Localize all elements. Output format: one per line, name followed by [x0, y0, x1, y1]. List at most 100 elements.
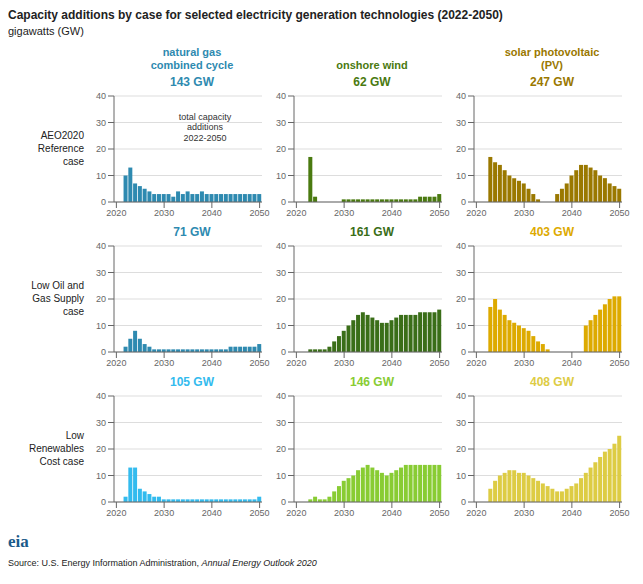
svg-text:2020: 2020 — [106, 508, 126, 518]
svg-text:10: 10 — [96, 321, 106, 331]
svg-text:2020: 2020 — [106, 208, 126, 218]
svg-text:2050: 2050 — [250, 508, 270, 518]
html-text:gigawatts (GW): gigawatts (GW) — [8, 25, 84, 37]
html-text:62 GW: 62 GW — [353, 75, 391, 89]
svg-text:2050: 2050 — [430, 508, 450, 518]
svg-text:20: 20 — [96, 144, 106, 154]
svg-text:40: 40 — [276, 241, 286, 251]
svg-text:2040: 2040 — [562, 508, 582, 518]
html-text:403 GW: 403 GW — [530, 225, 574, 239]
svg-text:2030: 2030 — [514, 358, 534, 368]
svg-text:2050: 2050 — [610, 358, 630, 368]
svg-text:2040: 2040 — [562, 208, 582, 218]
svg-text:10: 10 — [276, 321, 286, 331]
svg-text:2030: 2030 — [334, 358, 354, 368]
html-text:146 GW: 146 GW — [350, 375, 394, 389]
svg-text:2020: 2020 — [286, 508, 306, 518]
svg-text:40: 40 — [456, 91, 466, 101]
svg-text:10: 10 — [276, 471, 286, 481]
svg-text:2040: 2040 — [202, 208, 222, 218]
svg-text:10: 10 — [456, 471, 466, 481]
svg-text:40: 40 — [96, 91, 106, 101]
svg-text:30: 30 — [96, 268, 106, 278]
svg-text:30: 30 — [456, 418, 466, 428]
svg-text:2030: 2030 — [334, 508, 354, 518]
svg-text:2040: 2040 — [202, 358, 222, 368]
svg-text:10: 10 — [456, 321, 466, 331]
svg-text:20: 20 — [276, 294, 286, 304]
svg-text:30: 30 — [276, 268, 286, 278]
svg-text:20: 20 — [456, 144, 466, 154]
html-text:natural gas combined cycle: natural gas combined cycle — [150, 46, 234, 71]
svg-text:2050: 2050 — [610, 508, 630, 518]
html-text:solar photovoltaic (PV): solar photovoltaic (PV) — [504, 46, 600, 71]
svg-text:10: 10 — [276, 171, 286, 181]
svg-text:2020: 2020 — [466, 508, 486, 518]
html-text:Capacity additions by case for: Capacity additions by case for selected … — [8, 8, 503, 22]
svg-text:0: 0 — [281, 197, 286, 207]
svg-text:40: 40 — [456, 241, 466, 251]
svg-text:2030: 2030 — [514, 208, 534, 218]
svg-text:2040: 2040 — [382, 358, 402, 368]
svg-text:20: 20 — [456, 444, 466, 454]
svg-text:2040: 2040 — [382, 508, 402, 518]
svg-text:30: 30 — [96, 418, 106, 428]
svg-text:40: 40 — [276, 391, 286, 401]
html-text:total capacity additions 2022-: total capacity additions 2022-2050 — [178, 112, 232, 143]
html-text:Low Oil and Gas Supply case: Low Oil and Gas Supply case — [31, 279, 84, 317]
svg-text:2040: 2040 — [562, 358, 582, 368]
svg-text:2050: 2050 — [430, 208, 450, 218]
html-text:247 GW: 247 GW — [530, 75, 574, 89]
html-text:143 GW: 143 GW — [170, 75, 214, 89]
svg-text:0: 0 — [461, 197, 466, 207]
svg-text:2030: 2030 — [514, 508, 534, 518]
html-text:408 GW: 408 GW — [530, 375, 574, 389]
svg-text:2030: 2030 — [154, 358, 174, 368]
svg-text:0: 0 — [461, 347, 466, 357]
svg-text:2050: 2050 — [250, 358, 270, 368]
html-text:AEO2020 Reference case: AEO2020 Reference case — [37, 129, 84, 167]
svg-text:20: 20 — [276, 444, 286, 454]
svg-text:2040: 2040 — [382, 208, 402, 218]
svg-text:40: 40 — [276, 91, 286, 101]
svg-text:2040: 2040 — [202, 508, 222, 518]
svg-text:2020: 2020 — [286, 208, 306, 218]
svg-text:0: 0 — [281, 497, 286, 507]
svg-text:20: 20 — [276, 144, 286, 154]
svg-text:20: 20 — [456, 294, 466, 304]
svg-text:0: 0 — [101, 347, 106, 357]
svg-text:40: 40 — [456, 391, 466, 401]
html-text:105 GW: 105 GW — [170, 375, 214, 389]
svg-text:2020: 2020 — [286, 358, 306, 368]
svg-text:30: 30 — [276, 118, 286, 128]
svg-text:10: 10 — [456, 171, 466, 181]
svg-text:30: 30 — [456, 118, 466, 128]
svg-text:2030: 2030 — [334, 208, 354, 218]
svg-text:0: 0 — [281, 347, 286, 357]
html-text:onshore wind: onshore wind — [336, 59, 408, 71]
svg-text:0: 0 — [101, 497, 106, 507]
svg-text:20: 20 — [96, 294, 106, 304]
svg-text:2020: 2020 — [466, 208, 486, 218]
svg-text:30: 30 — [96, 118, 106, 128]
svg-text:2050: 2050 — [430, 358, 450, 368]
svg-text:10: 10 — [96, 171, 106, 181]
svg-text:40: 40 — [96, 241, 106, 251]
html-text:161 GW: 161 GW — [350, 225, 394, 239]
html-text:71 GW: 71 GW — [173, 225, 211, 239]
svg-text:2020: 2020 — [466, 358, 486, 368]
svg-text:0: 0 — [101, 197, 106, 207]
svg-text:30: 30 — [456, 268, 466, 278]
svg-text:2030: 2030 — [154, 208, 174, 218]
svg-text:0: 0 — [461, 497, 466, 507]
svg-text:20: 20 — [96, 444, 106, 454]
html-text:eia: eia — [8, 532, 29, 551]
svg-text:2050: 2050 — [610, 208, 630, 218]
svg-text:10: 10 — [96, 471, 106, 481]
html-text:Low Renewables Cost case: Low Renewables Cost case — [29, 429, 84, 467]
svg-text:30: 30 — [276, 418, 286, 428]
svg-text:2030: 2030 — [154, 508, 174, 518]
svg-text:2050: 2050 — [250, 208, 270, 218]
svg-text:2020: 2020 — [106, 358, 126, 368]
svg-text:40: 40 — [96, 391, 106, 401]
